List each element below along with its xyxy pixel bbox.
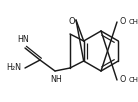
Text: HN: HN	[17, 35, 29, 44]
Text: O: O	[120, 18, 126, 27]
Text: CH₃: CH₃	[128, 19, 138, 25]
Text: CH₃: CH₃	[128, 77, 138, 83]
Text: H₂N: H₂N	[6, 64, 21, 73]
Text: NH: NH	[50, 75, 62, 84]
Text: O: O	[69, 17, 75, 26]
Text: O: O	[120, 75, 126, 84]
